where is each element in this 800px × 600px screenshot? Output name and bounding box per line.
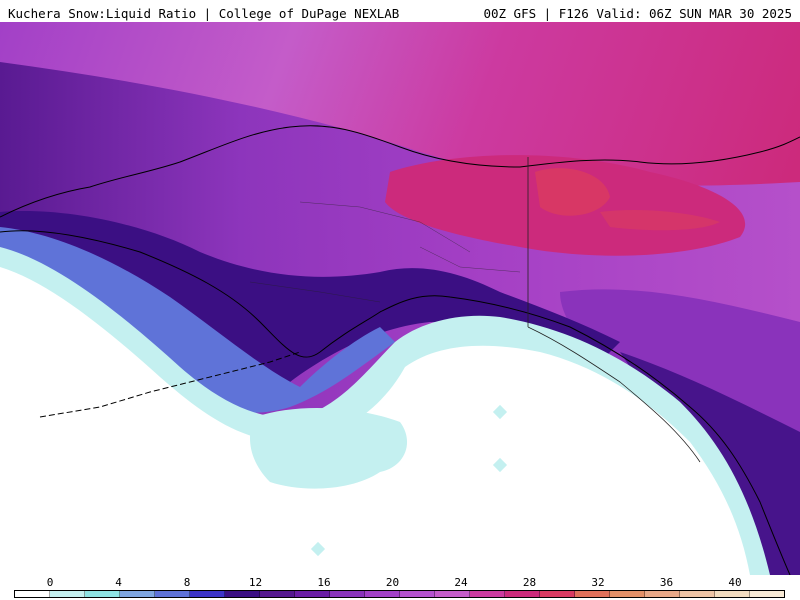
snow-ratio-map [0, 22, 800, 575]
colorbar-swatch [330, 591, 365, 597]
colorbar: 0 4 8 12 16 20 24 28 32 36 40 [0, 575, 800, 600]
colorbar-tick-label: 28 [522, 576, 537, 589]
map-header: Kuchera Snow:Liquid Ratio | College of D… [0, 0, 800, 22]
deep-purple-coast-east [620, 352, 800, 575]
colorbar-swatch [15, 591, 50, 597]
deep-purple-belt [0, 211, 620, 382]
colorbar-swatch [575, 591, 610, 597]
colorbar-tick-label: 36 [659, 576, 674, 589]
colorbar-swatch [505, 591, 540, 597]
max-ratio-streak [600, 210, 720, 231]
panhandle-border [527, 326, 701, 463]
colorbar-swatch [435, 591, 470, 597]
colorbar-tick-label: 20 [385, 576, 400, 589]
colorbar-swatch [225, 591, 260, 597]
low-ratio-speck [310, 541, 326, 557]
colorbar-swatch [540, 591, 575, 597]
map-title: Kuchera Snow:Liquid Ratio | College of D… [8, 6, 400, 21]
colorbar-swatch [470, 591, 505, 597]
low-ratio-speck [492, 457, 508, 473]
colorbar-tick-label: 12 [248, 576, 263, 589]
colorbar-swatch [400, 591, 435, 597]
colorbar-tick-label: 40 [728, 576, 742, 589]
colorbar-swatch [295, 591, 330, 597]
colorbar-swatch [85, 591, 120, 597]
colorbar-tick-label: 4 [115, 576, 122, 589]
colorbar-tick-label: 0 [46, 576, 54, 589]
colorbar-swatch [610, 591, 645, 597]
colorbar-swatch [50, 591, 85, 597]
colorbar-tick-label: 24 [454, 576, 468, 589]
colorbar-swatch [680, 591, 715, 597]
map-canvas [0, 22, 800, 575]
max-ratio-spot [535, 168, 610, 216]
colorbar-tick-label: 32 [591, 576, 605, 589]
colorbar-tick-label: 16 [317, 576, 331, 589]
colorbar-swatch [645, 591, 680, 597]
low-ratio-speck [492, 404, 508, 420]
colorbar-swatch [260, 591, 295, 597]
colorbar-swatch [750, 591, 784, 597]
colorbar-tick-label: 8 [183, 576, 191, 589]
run-valid-time: 00Z GFS | F126 Valid: 06Z SUN MAR 30 202… [483, 6, 792, 21]
colorbar-swatch [190, 591, 225, 597]
internal-boundaries [249, 201, 521, 303]
arctic-coastline [0, 125, 800, 218]
colorbar-swatch [365, 591, 400, 597]
alaska-coastline [0, 230, 791, 575]
colorbar-swatch [715, 591, 750, 597]
colorbar-swatch [120, 591, 155, 597]
colorbar-swatch [155, 591, 190, 597]
blue-band [0, 227, 395, 413]
low-ratio-gulf-blob [250, 407, 408, 489]
colorbar-strip [14, 590, 785, 598]
aleutian-islands [39, 351, 301, 418]
